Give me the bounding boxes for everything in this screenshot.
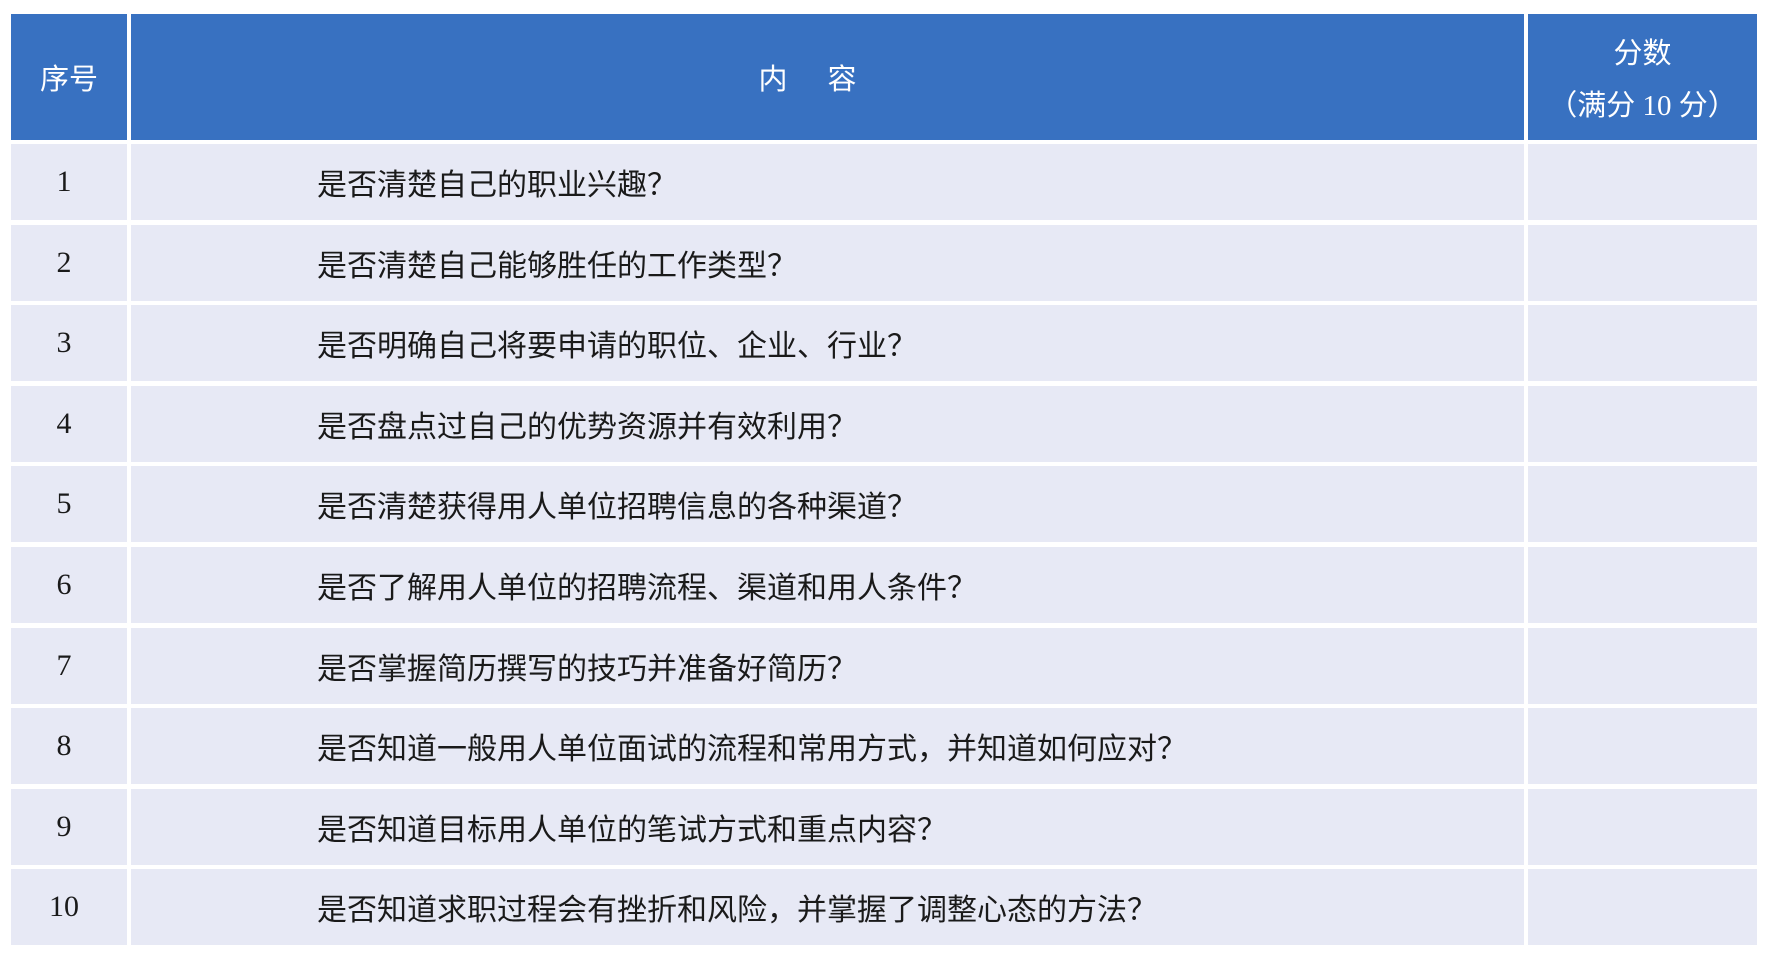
row-index: 9 — [11, 788, 127, 865]
row-content: 是否盘点过自己的优势资源并有效利用？ — [131, 385, 1524, 462]
row-index: 6 — [11, 546, 127, 623]
row-score — [1528, 224, 1757, 301]
header-content: 内容 — [131, 14, 1524, 140]
row-score — [1528, 627, 1757, 704]
row-score — [1528, 788, 1757, 865]
row-content: 是否了解用人单位的招聘流程、渠道和用人条件？ — [131, 546, 1524, 623]
table-row: 1 是否清楚自己的职业兴趣？ — [11, 144, 1757, 220]
row-content: 是否清楚自己的职业兴趣？ — [131, 144, 1524, 220]
row-score — [1528, 708, 1757, 785]
header-score-note: （满分 10 分） — [1548, 90, 1737, 122]
row-score — [1528, 869, 1757, 946]
row-index: 8 — [11, 708, 127, 785]
table-row: 8 是否知道一般用人单位面试的流程和常用方式，并知道如何应对？ — [11, 708, 1757, 785]
row-content: 是否清楚获得用人单位招聘信息的各种渠道？ — [131, 466, 1524, 543]
row-index: 5 — [11, 466, 127, 543]
row-index: 10 — [11, 869, 127, 946]
row-content: 是否掌握简历撰写的技巧并准备好简历？ — [131, 627, 1524, 704]
row-score — [1528, 144, 1757, 220]
row-content: 是否清楚自己能够胜任的工作类型？ — [131, 224, 1524, 301]
row-index: 1 — [11, 144, 127, 220]
table-row: 7 是否掌握简历撰写的技巧并准备好简历？ — [11, 627, 1757, 704]
self-assessment-table: 序号 内容 分数 （满分 10 分） 1 是否清楚自己的职业兴趣？ 2 是否清楚自己能… — [11, 14, 1757, 950]
table-row: 9 是否知道目标用人单位的笔试方式和重点内容？ — [11, 788, 1757, 865]
table-row: 2 是否清楚自己能够胜任的工作类型？ — [11, 224, 1757, 301]
row-score — [1528, 305, 1757, 382]
table-row: 10 是否知道求职过程会有挫折和风险，并掌握了调整心态的方法？ — [11, 869, 1757, 946]
header-score-label: 分数 — [1613, 36, 1672, 70]
row-index: 4 — [11, 385, 127, 462]
table-row: 3 是否明确自己将要申请的职位、企业、行业？ — [11, 305, 1757, 382]
table-header: 序号 内容 分数 （满分 10 分） — [11, 14, 1757, 140]
row-content: 是否明确自己将要申请的职位、企业、行业？ — [131, 305, 1524, 382]
table-row: 4 是否盘点过自己的优势资源并有效利用？ — [11, 385, 1757, 462]
row-index: 2 — [11, 224, 127, 301]
row-index: 3 — [11, 305, 127, 382]
row-content: 是否知道目标用人单位的笔试方式和重点内容？ — [131, 788, 1524, 865]
row-content: 是否知道一般用人单位面试的流程和常用方式，并知道如何应对？ — [131, 708, 1524, 785]
table-row: 6 是否了解用人单位的招聘流程、渠道和用人条件？ — [11, 546, 1757, 623]
row-score — [1528, 466, 1757, 543]
header-score: 分数 （满分 10 分） — [1528, 14, 1757, 140]
table-row: 5 是否清楚获得用人单位招聘信息的各种渠道？ — [11, 466, 1757, 543]
header-index: 序号 — [11, 14, 127, 140]
row-index: 7 — [11, 627, 127, 704]
row-content: 是否知道求职过程会有挫折和风险，并掌握了调整心态的方法？ — [131, 869, 1524, 946]
row-score — [1528, 385, 1757, 462]
row-score — [1528, 546, 1757, 623]
